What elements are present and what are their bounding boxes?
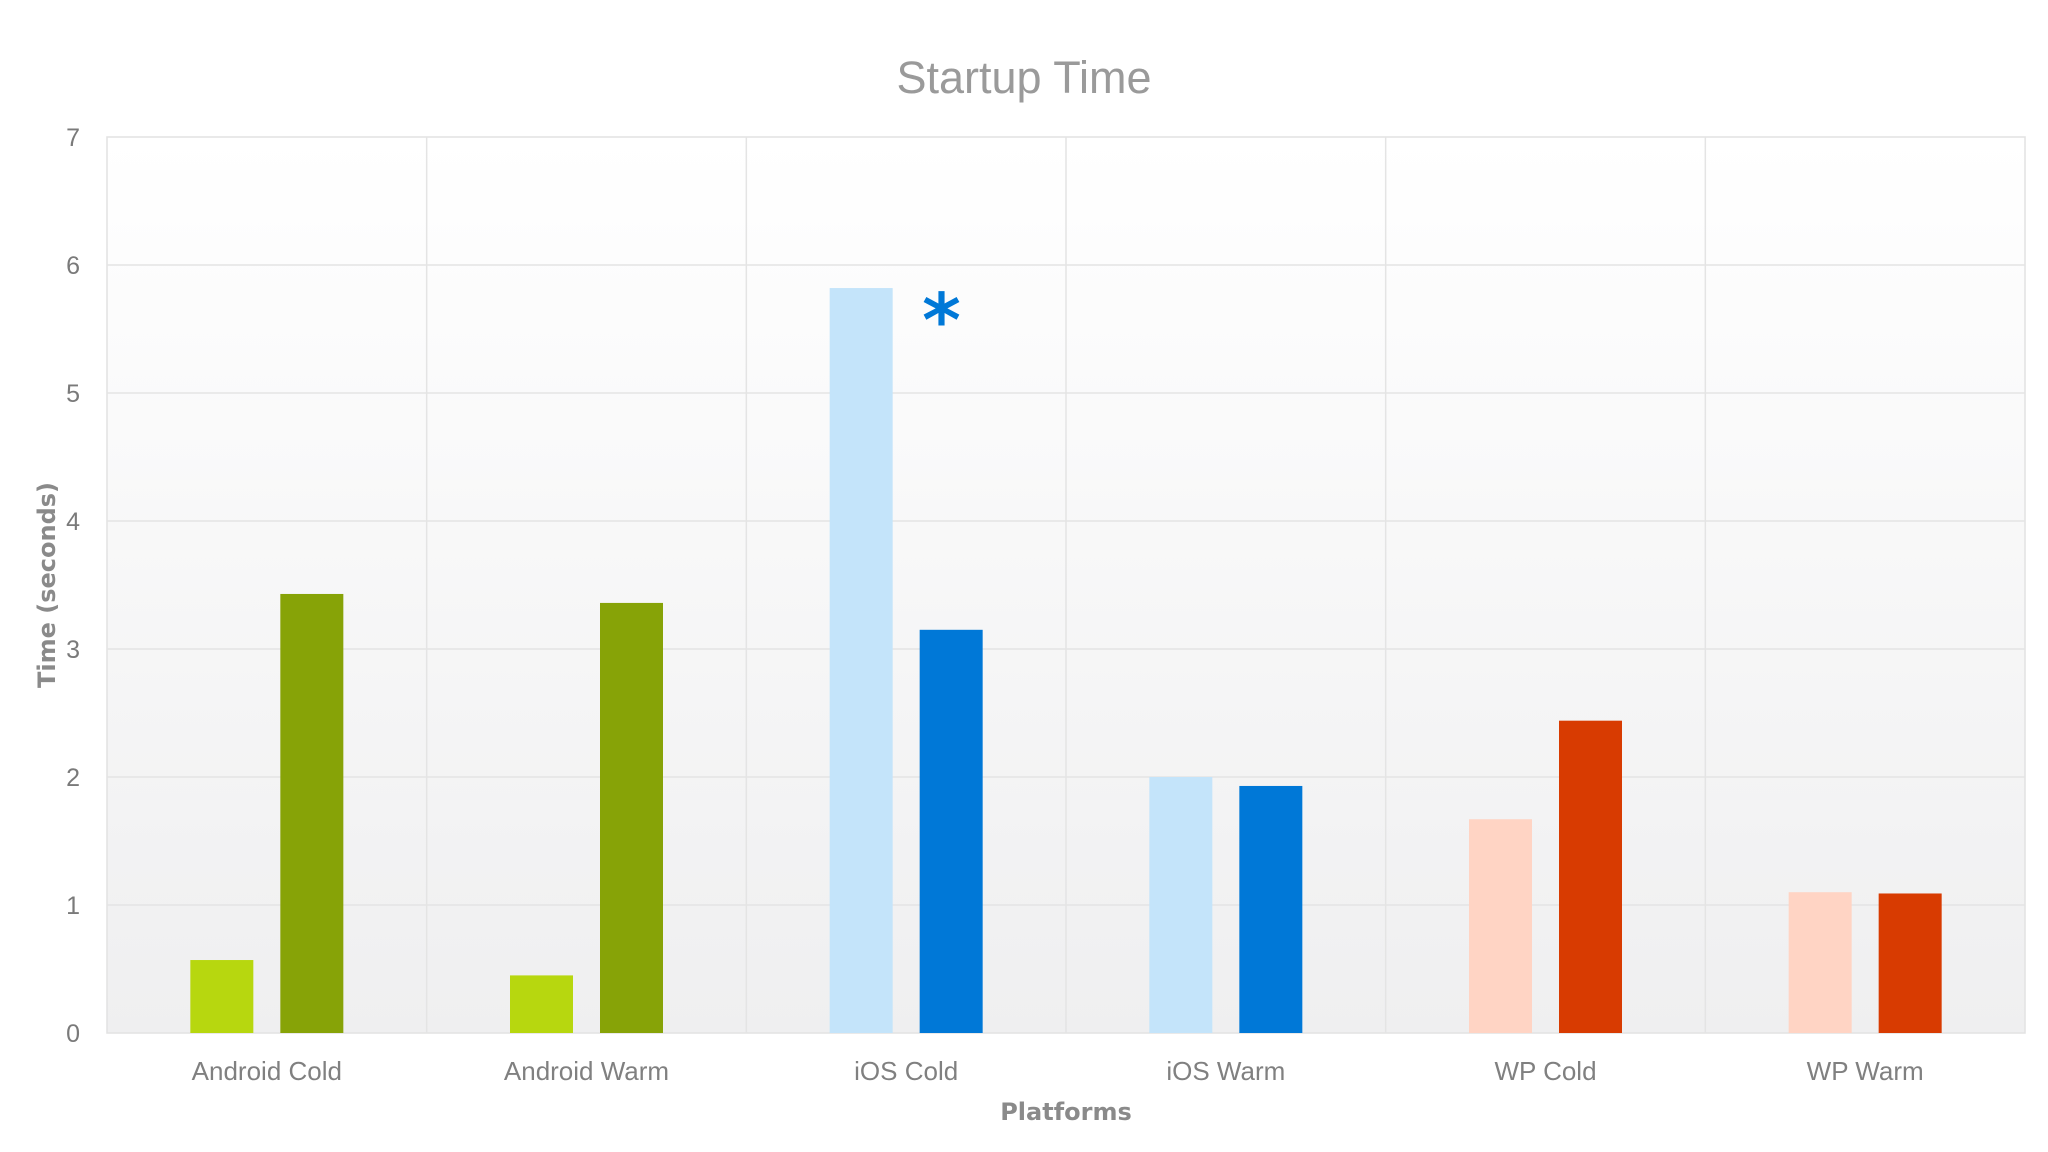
bar-ios-cold-2	[919, 629, 983, 1033]
y-axis-ticks: 0 1 2 3 4 5 6 7	[66, 124, 80, 1048]
x-tick-label: WP Cold	[1494, 1056, 1596, 1086]
asterisk-annotation: *	[922, 278, 961, 364]
x-tick-label: iOS Cold	[854, 1056, 958, 1086]
x-axis-ticks: Android Cold Android Warm iOS Cold iOS Warm…	[192, 1056, 1924, 1086]
bar-wp-warm-2	[1878, 893, 1942, 1033]
bar-android-cold-2	[280, 593, 344, 1033]
y-tick-label: 0	[66, 1020, 80, 1048]
y-tick-label: 3	[66, 636, 80, 664]
x-tick-label: Android Warm	[504, 1056, 669, 1086]
gridlines	[107, 137, 2025, 1033]
y-tick-label: 5	[66, 380, 80, 408]
bars	[190, 288, 1942, 1033]
bar-ios-warm-2	[1239, 785, 1303, 1033]
x-tick-label: WP Warm	[1807, 1056, 1924, 1086]
bar-wp-cold-1	[1469, 819, 1532, 1033]
bar-android-warm-2	[600, 602, 663, 1033]
bar-ios-cold-1	[829, 288, 893, 1033]
annotation: *	[922, 278, 961, 364]
y-axis-title: Time (seconds)	[33, 482, 61, 688]
y-tick-label: 2	[66, 764, 80, 792]
bar-android-cold-1	[190, 960, 254, 1033]
y-tick-label: 7	[66, 124, 80, 152]
y-tick-label: 6	[66, 252, 80, 280]
bar-wp-cold-2	[1559, 720, 1622, 1033]
bar-ios-warm-1	[1149, 777, 1213, 1033]
x-axis-title: Platforms	[1000, 1098, 1132, 1126]
x-tick-label: Android Cold	[192, 1056, 342, 1086]
bar-wp-warm-1	[1788, 892, 1852, 1033]
chart-title: Startup Time	[896, 52, 1151, 103]
bar-android-warm-1	[510, 975, 573, 1033]
y-tick-label: 1	[66, 892, 80, 920]
x-tick-label: iOS Warm	[1166, 1056, 1285, 1086]
y-tick-label: 4	[66, 508, 80, 536]
